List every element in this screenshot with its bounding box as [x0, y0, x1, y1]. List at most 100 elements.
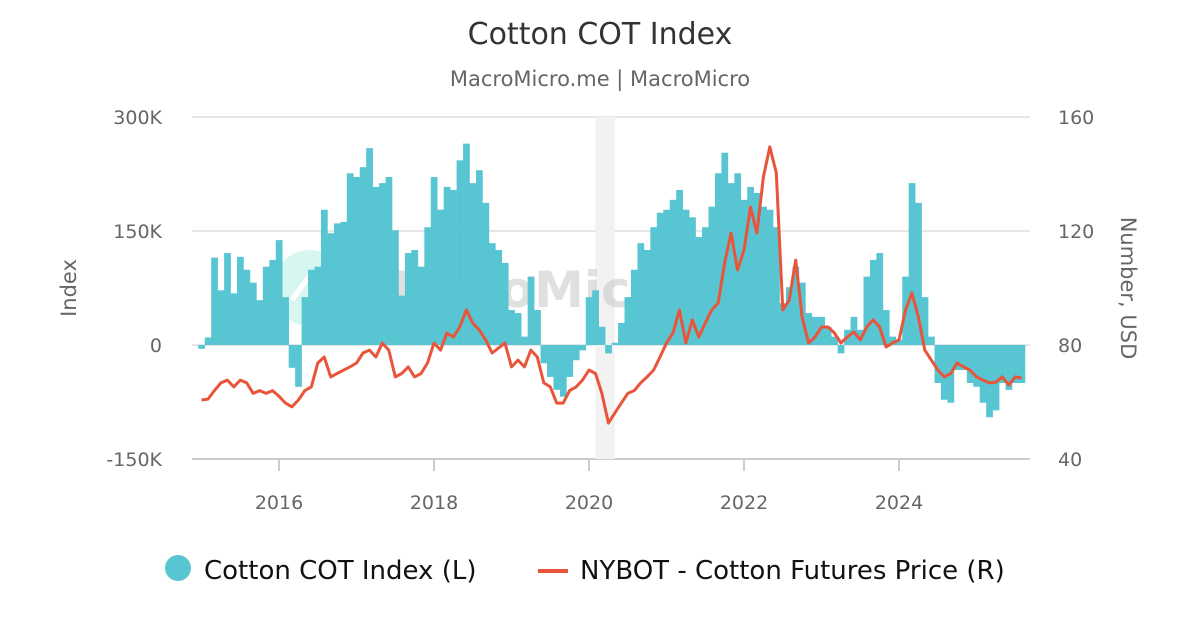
cot-bar: [663, 209, 671, 345]
cot-bar: [579, 345, 587, 351]
cot-bar: [747, 186, 754, 345]
left-axis-title: Index: [57, 259, 81, 317]
cot-bar: [262, 266, 270, 345]
cot-bar: [359, 167, 367, 345]
cot-bar: [637, 243, 645, 345]
legend-circle-icon: [165, 555, 191, 581]
cot-bar: [282, 297, 289, 345]
x-tick-label: 2020: [565, 492, 613, 514]
cot-bar: [605, 345, 612, 354]
left-tick-label: 0: [150, 335, 162, 357]
cot-bar: [882, 310, 890, 345]
cot-bar: [650, 227, 658, 345]
cot-bar: [572, 345, 580, 361]
right-tick-label: 120: [1058, 221, 1094, 243]
cot-bar: [928, 336, 935, 345]
cot-bar: [237, 256, 244, 345]
right-tick-label: 40: [1058, 449, 1082, 471]
cot-bar: [1012, 345, 1019, 383]
cot-bar: [463, 143, 470, 345]
cot-bar: [598, 326, 606, 345]
cot-bar: [734, 173, 742, 345]
cot-bar: [392, 230, 399, 345]
cot-bar: [385, 177, 393, 345]
cot-bar: [630, 269, 638, 345]
chart-subtitle: MacroMicro.me | MacroMicro: [450, 67, 750, 92]
cot-bar: [327, 233, 335, 345]
cot-bar: [695, 237, 703, 345]
cot-bar: [721, 152, 729, 345]
chart-title: Cotton COT Index: [468, 17, 733, 52]
x-tick-label: 2016: [255, 492, 303, 514]
cot-bar: [656, 212, 664, 345]
cot-bar: [527, 276, 535, 345]
cot-bar: [1018, 345, 1026, 383]
x-axis-ticks: 2016 2018 2020 2022 2024: [255, 459, 923, 514]
legend-item-cotton-price[interactable]: NYBOT - Cotton Futures Price (R): [538, 556, 1005, 586]
cot-bar: [773, 227, 780, 345]
cot-bar: [288, 345, 296, 368]
legend-item-cot-index[interactable]: Cotton COT Index (L): [165, 555, 476, 586]
cot-index-bars: [198, 143, 1026, 418]
cot-bar: [437, 209, 444, 345]
cot-bar: [508, 310, 516, 345]
cot-bar: [346, 173, 354, 345]
cot-bar: [295, 345, 302, 387]
cot-bar: [411, 250, 419, 345]
cot-bar: [482, 202, 490, 345]
cot-bar: [953, 345, 961, 371]
right-axis-title: Number, USD: [1116, 217, 1140, 360]
left-axis-ticks: 300K 150K 0 -150K: [106, 107, 162, 471]
left-tick-label: -150K: [106, 449, 162, 471]
x-tick-label: 2018: [410, 492, 458, 514]
cot-bar: [198, 345, 206, 349]
cot-bar: [249, 282, 257, 345]
x-tick-label: 2022: [720, 492, 768, 514]
cot-bar: [495, 250, 503, 345]
cot-bar: [592, 290, 599, 345]
cot-bar: [889, 336, 897, 345]
cot-bar: [779, 303, 787, 345]
legend: Cotton COT Index (L) NYBOT - Cotton Futu…: [165, 555, 1005, 586]
x-tick-label: 2024: [875, 492, 923, 514]
cot-bar: [211, 257, 218, 345]
cot-bar: [760, 206, 767, 345]
cot-bar: [308, 269, 315, 345]
cot-bar: [314, 266, 322, 345]
legend-label: NYBOT - Cotton Futures Price (R): [580, 556, 1005, 586]
cot-bar: [876, 253, 884, 345]
cot-bar: [521, 336, 528, 345]
left-tick-label: 300K: [113, 107, 162, 129]
left-tick-label: 150K: [113, 221, 162, 243]
cot-bar: [966, 345, 974, 383]
cot-bar: [443, 186, 451, 345]
cot-bar: [469, 183, 477, 345]
cot-bar: [986, 345, 993, 418]
cot-bar: [973, 345, 981, 387]
cot-bar: [611, 342, 619, 345]
cot-bar: [785, 287, 793, 345]
cot-bar: [831, 336, 838, 345]
shaded-period: [595, 117, 615, 459]
cot-bar: [514, 313, 522, 345]
cot-bar: [689, 217, 696, 345]
cot-bar: [708, 206, 716, 345]
cot-bar: [404, 253, 412, 345]
cot-bar: [333, 223, 341, 345]
cot-bar: [320, 209, 328, 345]
right-tick-label: 80: [1058, 335, 1082, 357]
legend-label: Cotton COT Index (L): [204, 556, 476, 586]
cot-bar: [534, 310, 541, 345]
cot-bar: [372, 186, 380, 345]
cot-bar: [275, 240, 283, 345]
cot-bar: [824, 326, 832, 345]
cot-bar: [230, 293, 238, 345]
cot-bar: [301, 297, 309, 345]
cot-bar: [540, 345, 548, 364]
cot-bar: [566, 345, 574, 377]
cot-bar: [398, 295, 406, 345]
cot-bar: [702, 227, 709, 345]
cot-bar: [217, 290, 225, 345]
cot-bar: [366, 148, 373, 345]
cot-bar: [585, 297, 593, 345]
